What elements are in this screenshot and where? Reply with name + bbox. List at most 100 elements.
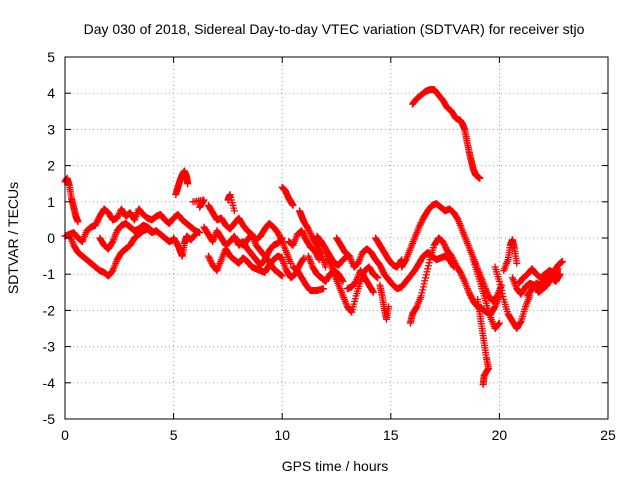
- data-points: [61, 86, 566, 389]
- data-point: [450, 257, 458, 265]
- data-point: [313, 251, 321, 259]
- data-point: [274, 229, 282, 237]
- data-point: [419, 283, 427, 291]
- data-point: [305, 227, 313, 234]
- data-point: [299, 230, 307, 238]
- data-point: [423, 268, 431, 276]
- x-tick-label: 25: [600, 427, 616, 443]
- data-point: [419, 286, 427, 294]
- data-point: [313, 241, 321, 249]
- data-point: [148, 227, 156, 235]
- data-point: [418, 289, 426, 297]
- data-point: [304, 225, 312, 233]
- x-axis-label: GPS time / hours: [282, 458, 389, 474]
- data-point: [516, 319, 524, 326]
- data-point: [424, 265, 432, 273]
- data-point: [301, 233, 309, 241]
- data-point: [196, 229, 204, 237]
- data-point: [448, 252, 456, 260]
- data-point: [369, 288, 377, 296]
- data-point: [113, 214, 121, 222]
- data-point: [377, 263, 385, 271]
- data-point: [196, 203, 204, 211]
- data-point: [451, 258, 458, 266]
- data-point: [307, 231, 315, 239]
- data-point: [412, 304, 420, 312]
- data-point: [276, 233, 284, 241]
- data-point: [231, 234, 239, 242]
- data-point: [94, 217, 102, 225]
- data-point: [417, 292, 425, 300]
- data-point: [553, 266, 561, 274]
- data-point: [379, 267, 387, 275]
- data-point: [299, 228, 306, 236]
- data-point: [191, 230, 199, 238]
- y-tick-label: 2: [47, 158, 55, 174]
- data-point: [230, 232, 238, 240]
- data-point: [459, 274, 467, 282]
- data-point: [74, 218, 82, 226]
- data-point: [416, 222, 424, 230]
- data-point: [467, 293, 475, 301]
- y-tick-label: -2: [43, 302, 56, 318]
- data-point: [385, 303, 393, 311]
- data-point: [476, 174, 484, 182]
- data-point: [314, 244, 322, 252]
- y-tick-label: 0: [47, 230, 55, 246]
- data-point: [495, 277, 503, 285]
- data-point: [495, 320, 503, 328]
- data-point: [289, 201, 297, 209]
- data-point: [278, 236, 285, 244]
- data-point: [496, 281, 504, 288]
- data-point: [94, 215, 102, 223]
- data-point: [377, 264, 385, 272]
- data-point: [287, 259, 295, 267]
- data-point: [191, 231, 199, 239]
- data-point: [499, 293, 507, 300]
- data-point: [453, 215, 461, 223]
- data-point: [449, 255, 457, 263]
- y-axis-label: SDTVAR / TECUs: [5, 182, 21, 294]
- data-point: [424, 262, 432, 270]
- data-point: [466, 290, 474, 298]
- data-point: [458, 271, 466, 279]
- y-tick-label: -1: [43, 266, 56, 282]
- data-point: [306, 228, 314, 236]
- data-point: [422, 271, 430, 279]
- x-tick-label: 10: [274, 427, 290, 443]
- data-point: [401, 257, 409, 265]
- y-tick-label: 3: [47, 121, 55, 137]
- data-point: [552, 269, 560, 277]
- chart-title: Day 030 of 2018, Sidereal Day-to-day VTE…: [84, 21, 585, 37]
- data-point: [460, 276, 468, 284]
- data-point: [277, 235, 285, 243]
- y-tick-label: 4: [47, 85, 55, 101]
- data-point: [230, 207, 238, 215]
- data-point: [196, 202, 204, 210]
- data-point: [108, 239, 116, 247]
- data-point: [378, 266, 386, 274]
- data-point: [320, 285, 327, 293]
- data-point: [420, 280, 428, 288]
- data-point: [479, 381, 487, 389]
- y-tick-label: -5: [43, 411, 56, 427]
- data-point: [306, 230, 314, 237]
- y-tick-label: 1: [47, 194, 55, 210]
- x-tick-label: 0: [61, 427, 69, 443]
- data-point: [300, 231, 308, 239]
- data-point: [440, 241, 448, 249]
- data-point: [497, 284, 505, 291]
- data-point: [418, 217, 426, 225]
- x-tick-label: 5: [170, 427, 178, 443]
- data-point: [204, 252, 212, 260]
- y-tick-label: -3: [43, 339, 56, 355]
- data-point: [206, 255, 214, 263]
- data-point: [369, 287, 377, 295]
- data-point: [278, 272, 286, 280]
- data-point: [550, 274, 558, 282]
- data-point: [92, 220, 100, 228]
- data-point: [93, 218, 101, 226]
- data-point: [421, 277, 429, 285]
- data-point: [316, 247, 324, 255]
